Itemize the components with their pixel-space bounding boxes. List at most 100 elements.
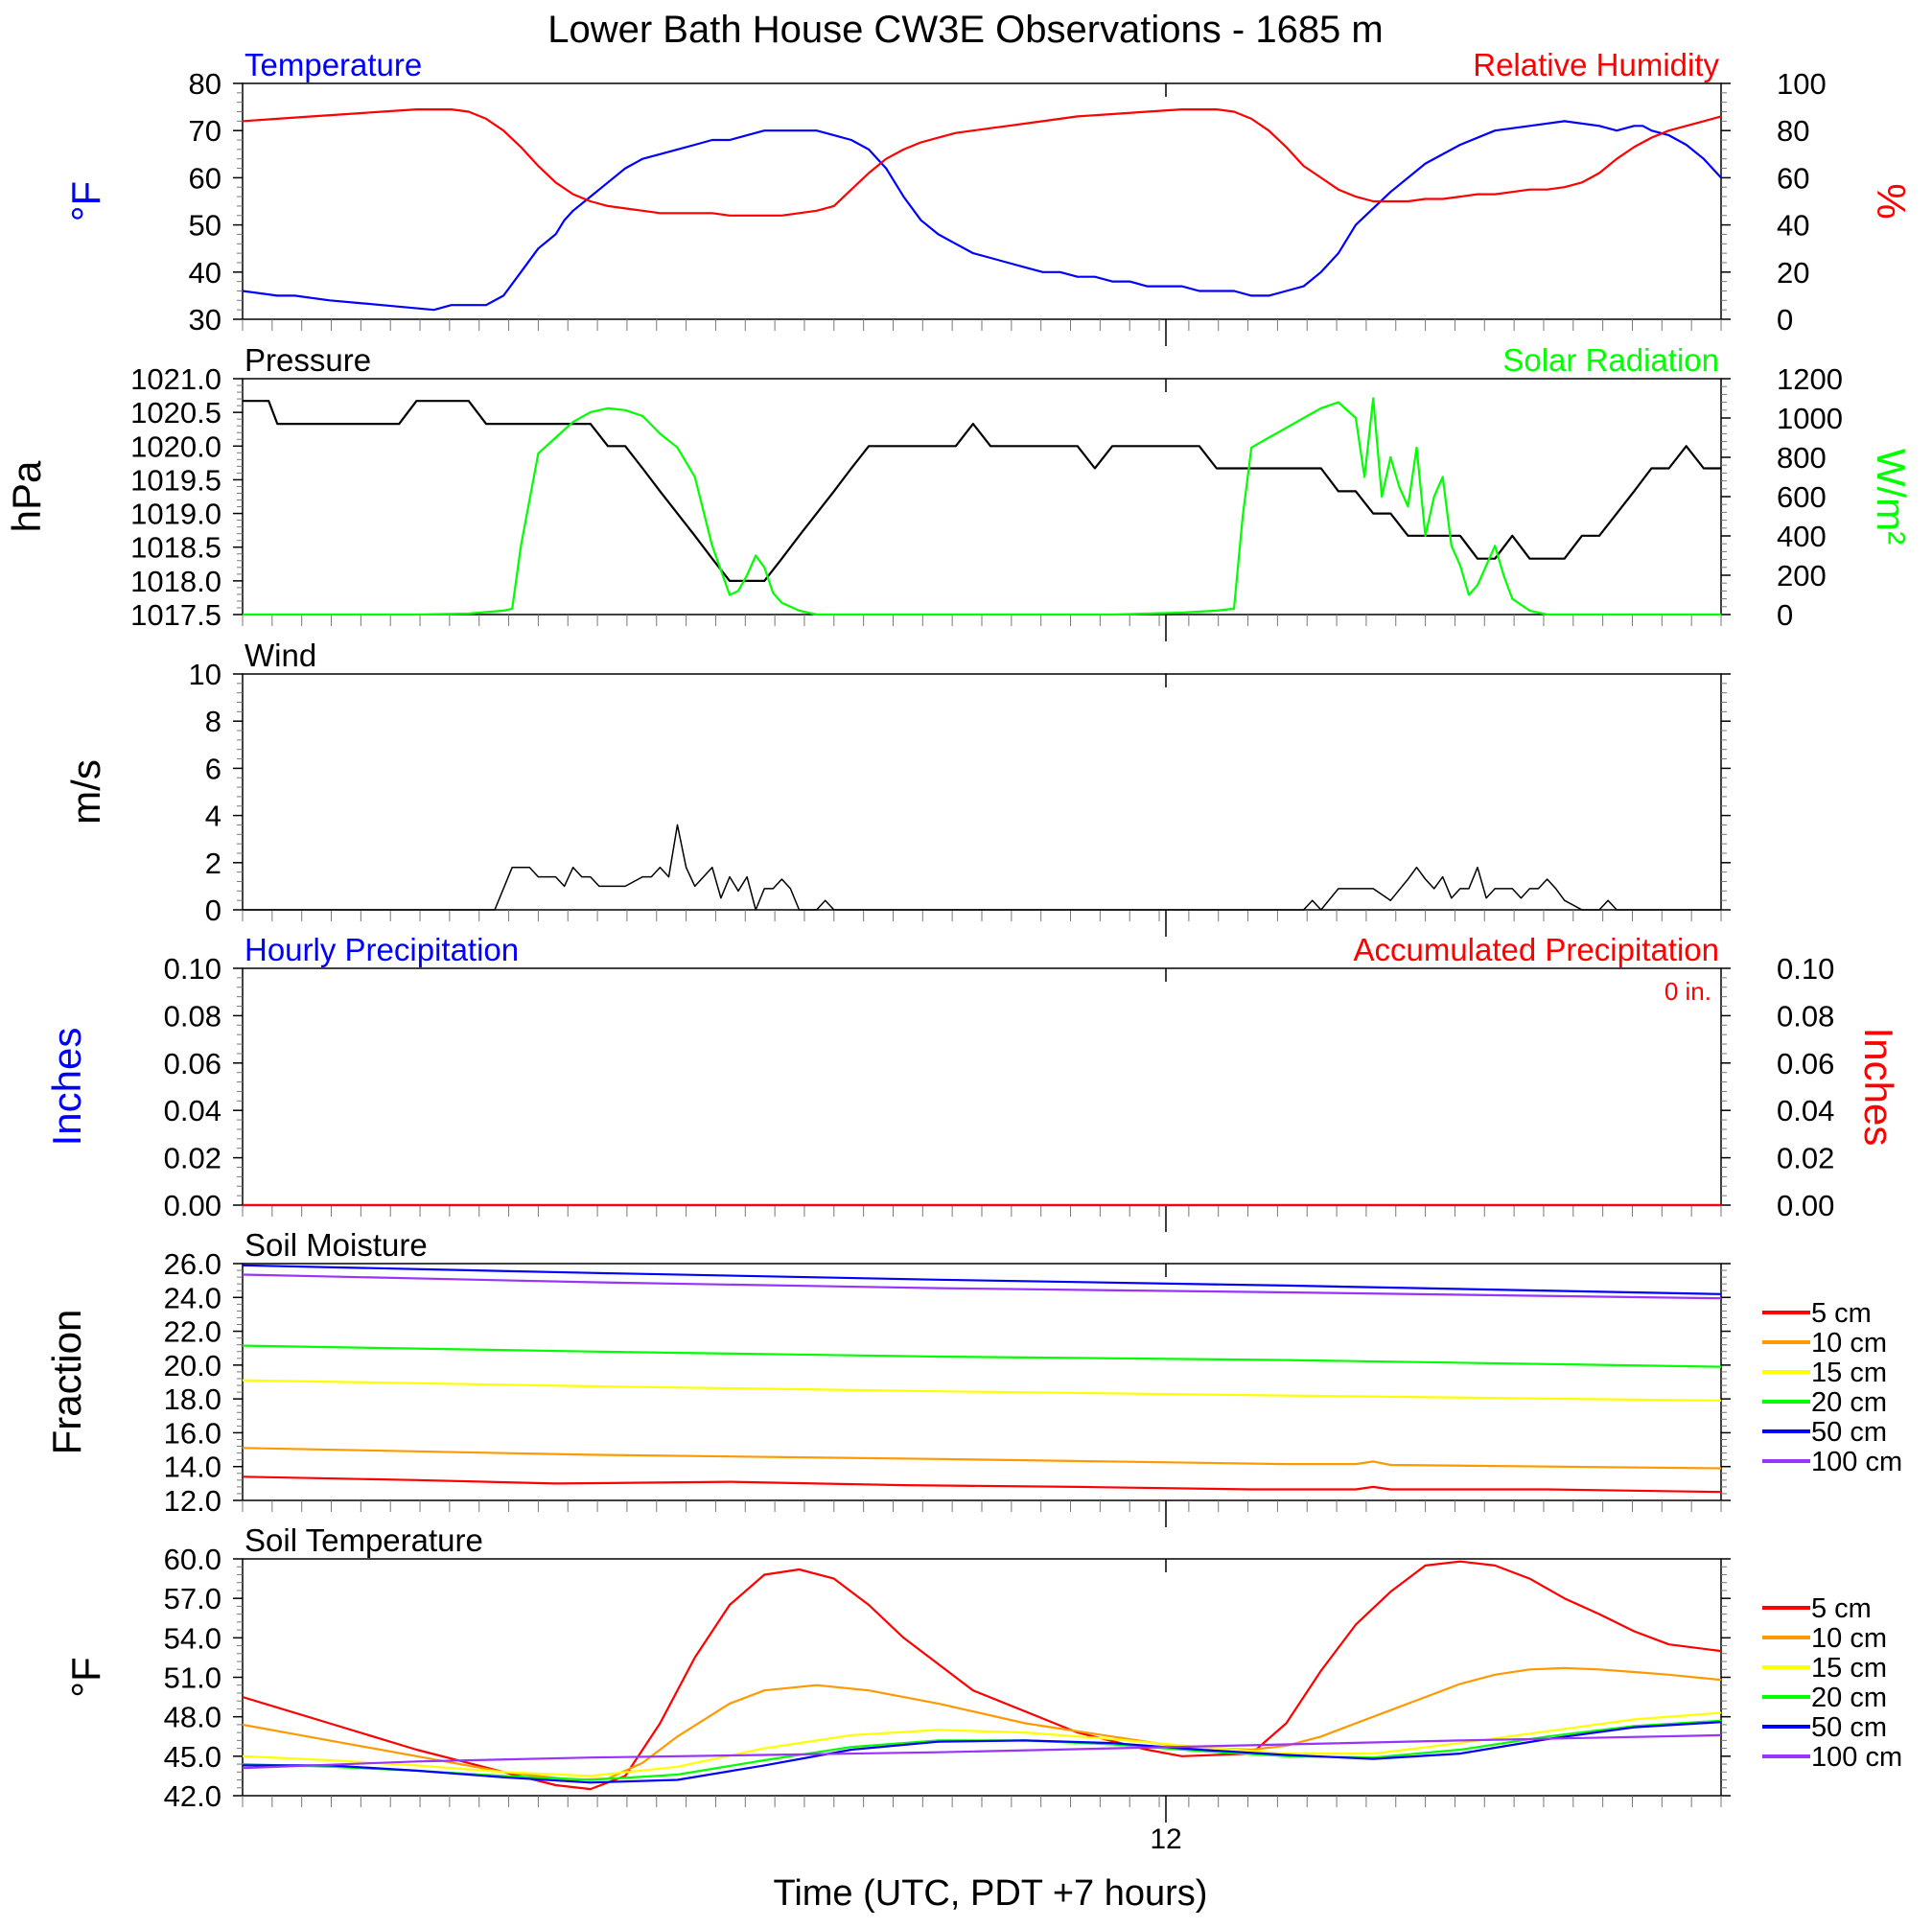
panel-title-left: Soil Temperature: [244, 1522, 483, 1558]
plot-frame: [242, 967, 1722, 1206]
y-tick-label-left: 2: [205, 847, 221, 880]
y-axis-label-left: °F: [63, 1657, 108, 1697]
panel-title-left: Temperature: [244, 47, 422, 82]
y-tick-label-left: 8: [205, 705, 221, 738]
y-tick-label-left: 0.02: [164, 1142, 221, 1175]
series-line-50cm: [243, 1721, 1722, 1784]
series-line-5cm: [242, 1475, 1722, 1494]
series-line-10cm: [242, 1666, 1722, 1781]
y-tick-label-left: 18.0: [164, 1382, 221, 1416]
y-tick-label-left: 80: [189, 67, 221, 101]
y-axis-label-left: Inches: [44, 1028, 89, 1147]
plot-frame: [242, 1263, 1722, 1501]
y-tick-label-left: 1019.5: [130, 463, 221, 497]
series-line-5cm: [242, 1560, 1722, 1791]
series-line-50cm: [242, 1264, 1722, 1295]
panel-title-left: Wind: [244, 638, 316, 673]
x-axis-label: Time (UTC, PDT +7 hours): [774, 1873, 1208, 1914]
panel-precip: 0.00 0.02 0.04 0.06 0.08 0.10 0.00 0.02 0.04 0.06…: [44, 932, 1901, 1232]
y-tick-label-right: 200: [1777, 559, 1827, 592]
y-tick-label-left: 6: [205, 752, 221, 785]
legend-label: 15 cm: [1811, 1358, 1887, 1388]
panel-title-left: Soil Moisture: [244, 1227, 428, 1263]
y-tick-label-left: 10: [189, 658, 221, 691]
y-tick-label-right: 60: [1777, 161, 1809, 195]
y-tick-label-left: 45.0: [164, 1740, 221, 1774]
y-tick-label-left: 0.08: [164, 999, 221, 1033]
legend-label: 15 cm: [1811, 1653, 1887, 1684]
y-tick-label-right: 0.08: [1777, 999, 1834, 1033]
panel-title-left: Pressure: [244, 342, 371, 378]
legend-label: 5 cm: [1811, 1298, 1872, 1329]
y-tick-label-left: 12.0: [164, 1484, 221, 1518]
legend-label: 20 cm: [1811, 1387, 1887, 1418]
y-tick-label-left: 24.0: [164, 1281, 221, 1314]
y-tick-label-left: 20.0: [164, 1349, 221, 1382]
panel-soil_moisture: 12.014.016.018.020.022.024.026.0 Soil Moi…: [44, 1227, 1902, 1527]
y-tick-label-right: 80: [1777, 114, 1809, 148]
y-tick-label-left: 0.04: [164, 1094, 221, 1127]
panel-title-left: Hourly Precipitation: [244, 932, 519, 967]
y-axis-label-right: W/m²: [1869, 449, 1914, 545]
y-tick-label-left: 57.0: [164, 1582, 221, 1615]
legend-label: 100 cm: [1811, 1742, 1902, 1773]
y-tick-label-left: 0: [205, 894, 221, 927]
plot-frame: [242, 673, 1722, 911]
series-line-100cm: [242, 1733, 1722, 1770]
y-tick-label-right: 0.00: [1777, 1189, 1834, 1222]
series-line-0: [242, 120, 1722, 312]
y-tick-label-left: 1018.5: [130, 531, 221, 565]
legend-label: 50 cm: [1811, 1712, 1887, 1743]
y-tick-label-left: 0.10: [164, 952, 221, 986]
panel-press_solar: 1017.51018.01018.51019.01019.51020.01020…: [4, 342, 1914, 641]
legend-label: 10 cm: [1811, 1623, 1887, 1654]
y-tick-label-right: 20: [1777, 256, 1809, 290]
y-tick-label-left: 60: [189, 161, 221, 195]
y-tick-label-left: 1019.0: [130, 498, 221, 531]
legend-label: 10 cm: [1811, 1328, 1887, 1359]
y-axis-label-right: Inches: [1856, 1028, 1901, 1147]
y-tick-label-right: 0.04: [1777, 1094, 1834, 1127]
y-tick-label-left: 40: [189, 256, 221, 290]
y-tick-label-left: 1020.0: [130, 430, 221, 463]
panel-wind: 0 2 4 6 8 10 Wind m/s: [63, 638, 1731, 937]
y-tick-label-left: 4: [205, 800, 221, 833]
y-tick-label-left: 1018.0: [130, 565, 221, 598]
y-tick-label-left: 54.0: [164, 1621, 221, 1655]
y-tick-label-right: 0.02: [1777, 1142, 1834, 1175]
y-axis-label-left: °F: [63, 181, 108, 221]
y-tick-label-left: 30: [189, 303, 221, 337]
series-line-1: [242, 107, 1722, 217]
y-tick-label-right: 400: [1777, 520, 1827, 553]
y-axis-label-right: %: [1869, 183, 1914, 219]
y-tick-label-right: 0.10: [1777, 952, 1834, 986]
y-axis-label-left: m/s: [63, 759, 108, 825]
legend-label: 5 cm: [1811, 1593, 1872, 1624]
y-tick-label-left: 14.0: [164, 1451, 221, 1484]
panel-title-right: Relative Humidity: [1473, 47, 1719, 82]
y-tick-label-right: 40: [1777, 209, 1809, 243]
y-tick-label-left: 0.06: [164, 1047, 221, 1080]
y-tick-label-left: 1020.5: [130, 396, 221, 430]
panel-title-right: Solar Radiation: [1502, 342, 1719, 378]
y-tick-label-left: 70: [189, 114, 221, 148]
y-tick-label-left: 1021.0: [130, 362, 221, 396]
panel-annotation: 0 in.: [1664, 977, 1711, 1006]
plot-frame: [242, 378, 1722, 616]
y-tick-label-left: 50: [189, 209, 221, 243]
legend-label: 50 cm: [1811, 1417, 1887, 1448]
y-tick-label-left: 51.0: [164, 1661, 221, 1695]
y-tick-label-left: 16.0: [164, 1416, 221, 1450]
y-tick-label-left: 60.0: [164, 1543, 221, 1576]
y-tick-label-right: 100: [1777, 67, 1827, 101]
y-tick-label-right: 1000: [1777, 402, 1843, 435]
series-line-10cm: [242, 1447, 1722, 1470]
series-line-0: [243, 400, 1721, 583]
series-line-1: [243, 397, 1721, 616]
y-tick-label-left: 0.00: [164, 1189, 221, 1222]
y-tick-label-left: 42.0: [164, 1779, 221, 1813]
y-tick-label-right: 0: [1777, 598, 1793, 632]
